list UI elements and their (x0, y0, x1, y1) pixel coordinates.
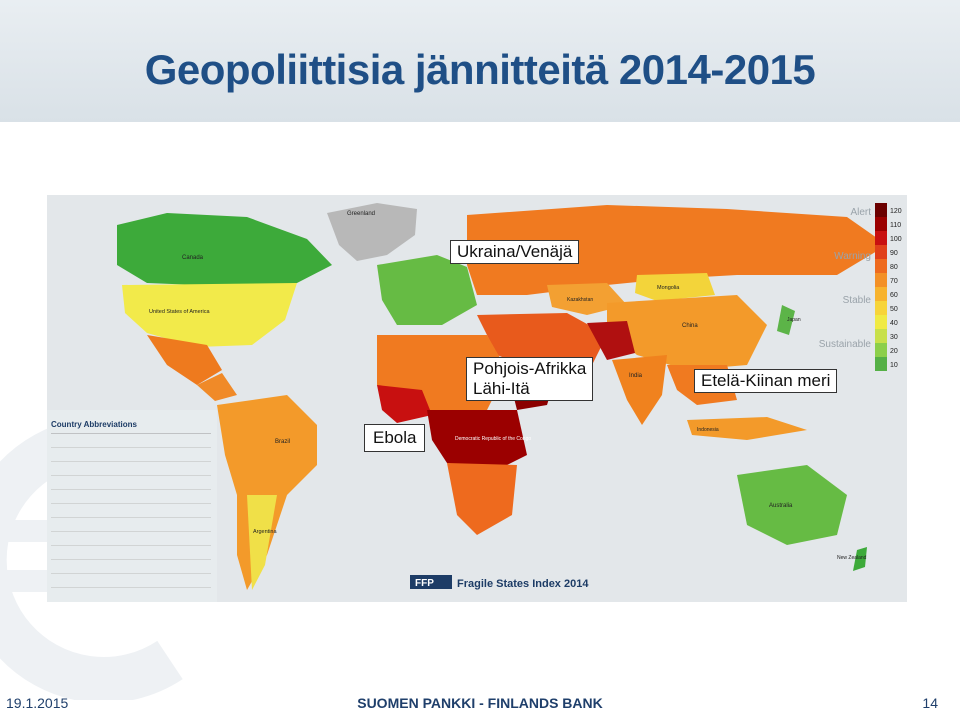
legend-swatch (875, 329, 887, 343)
svg-text:Fragile States Index 2014: Fragile States Index 2014 (457, 578, 589, 590)
legend-scale-label: 30 (890, 334, 898, 341)
svg-text:Japan: Japan (787, 317, 801, 323)
callout-ebola: Ebola (364, 424, 426, 452)
footer-date: 19.1.2015 (6, 695, 69, 711)
legend-swatch (875, 203, 887, 217)
svg-text:Democratic Republic of the Con: Democratic Republic of the Congo (455, 436, 531, 442)
legend-swatch (875, 315, 887, 329)
west-africa-region (377, 385, 432, 423)
legend-scale-label: 110 (890, 222, 901, 229)
country-abbreviations-table: Country Abbreviations (47, 410, 217, 602)
legend-scale-label: 20 (890, 348, 898, 355)
fsi-legend: 120 110 100 90 80 70 60 50 40 30 20 10 Alert Warning S… (819, 203, 902, 371)
legend-swatch (875, 287, 887, 301)
mongolia-region: Mongolia (635, 273, 715, 301)
callout-north-africa-line1: Pohjois-Afrikka (473, 359, 587, 378)
legend-swatch (875, 343, 887, 357)
callout-north-africa-line2: Lähi-Itä (473, 379, 530, 398)
svg-text:Canada: Canada (182, 255, 204, 261)
svg-text:Mongolia: Mongolia (657, 285, 680, 291)
svg-text:Australia: Australia (769, 503, 793, 509)
svg-text:United States of America: United States of America (149, 309, 210, 315)
svg-text:FFP: FFP (415, 578, 434, 589)
callout-south-china-sea-text: Etelä-Kiinan meri (701, 371, 831, 390)
afghanistan-pakistan-region (587, 321, 635, 360)
central-africa-region: Democratic Republic of the Congo (427, 410, 531, 470)
callout-south-china-sea: Etelä-Kiinan meri (694, 369, 838, 393)
canada-region: Canada (117, 213, 332, 287)
svg-text:New Zealand: New Zealand (837, 555, 867, 561)
japan-region: Japan (777, 305, 801, 335)
slide-title: Geopoliittisia jännitteitä 2014-2015 (144, 46, 816, 93)
footer-organization: SUOMEN PANKKI - FINLANDS BANK (357, 695, 603, 711)
svg-text:Kazakhstan: Kazakhstan (567, 297, 593, 303)
south-america-region: Brazil Argentina (217, 395, 317, 590)
legend-scale-label: 10 (890, 362, 898, 369)
india-region: India (612, 355, 667, 425)
russia-region (467, 205, 887, 295)
legend-scale-label: 50 (890, 306, 898, 313)
legend-scale-label: 100 (890, 236, 902, 243)
svg-text:Greenland: Greenland (347, 211, 375, 217)
header-band (0, 0, 960, 122)
new-zealand-region: New Zealand (837, 547, 867, 571)
svg-text:Country Abbreviations: Country Abbreviations (51, 420, 137, 429)
greenland-region: Greenland (327, 203, 417, 261)
usa-region: United States of America (122, 283, 297, 347)
svg-text:Argentina: Argentina (253, 529, 277, 535)
legend-scale-label: 90 (890, 250, 898, 257)
australia-region: Australia (737, 465, 847, 545)
central-america-region (197, 373, 237, 401)
callout-ukraine: Ukraina/Venäjä (450, 240, 580, 264)
legend-category-label: Warning (834, 251, 871, 262)
legend-swatch (875, 231, 887, 245)
southern-africa-region (447, 463, 517, 535)
legend-scale-label: 120 (890, 208, 902, 215)
legend-swatch (875, 245, 887, 259)
indonesia-region: Indonesia (687, 417, 807, 440)
legend-scale-label: 70 (890, 278, 898, 285)
legend-category-label: Alert (850, 207, 871, 218)
legend-scale-label: 60 (890, 292, 898, 299)
svg-text:Brazil: Brazil (275, 439, 290, 445)
callout-north-africa: Pohjois-Afrikka Lähi-Itä (466, 357, 594, 401)
legend-swatch (875, 259, 887, 273)
svg-text:India: India (629, 373, 643, 379)
europe-region (377, 255, 477, 325)
legend-scale-label: 80 (890, 264, 898, 271)
legend-swatch (875, 273, 887, 287)
legend-category-label: Stable (843, 295, 872, 306)
legend-swatch (875, 217, 887, 231)
svg-text:Indonesia: Indonesia (697, 427, 719, 433)
legend-category-label: Sustainable (819, 339, 872, 350)
callout-ebola-text: Ebola (373, 428, 417, 447)
legend-swatch (875, 301, 887, 315)
svg-text:China: China (682, 323, 698, 329)
callout-ukraine-text: Ukraina/Venäjä (457, 242, 573, 261)
legend-scale-label: 40 (890, 320, 898, 327)
china-region: China (607, 295, 767, 370)
legend-swatch (875, 357, 887, 371)
mexico-region (147, 335, 222, 385)
ffp-caption: FFP Fragile States Index 2014 (410, 575, 589, 590)
page-number: 14 (922, 695, 938, 711)
